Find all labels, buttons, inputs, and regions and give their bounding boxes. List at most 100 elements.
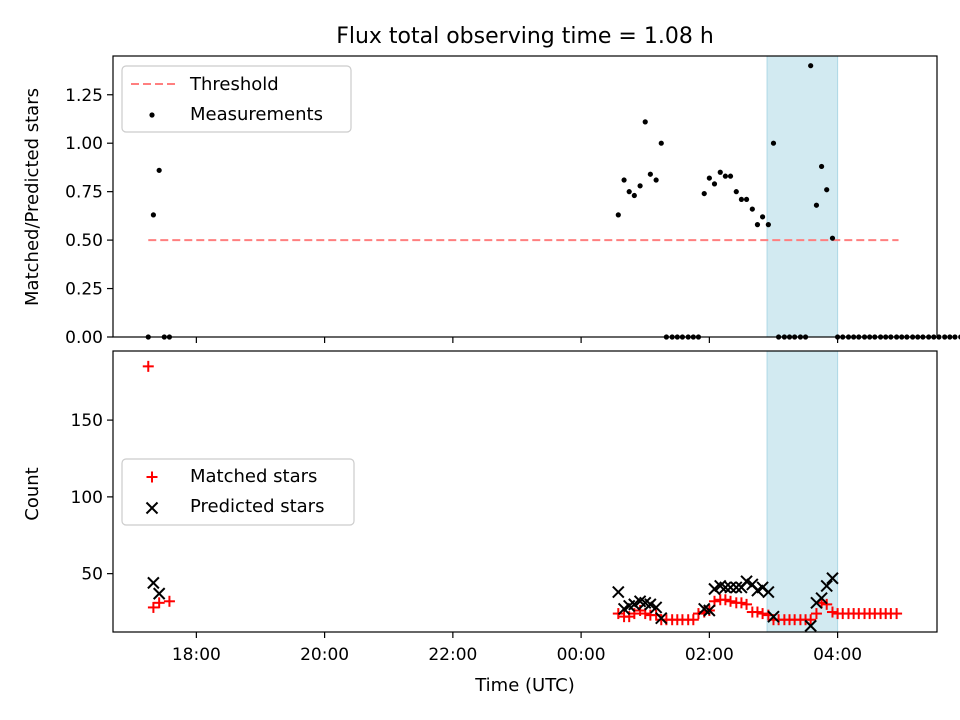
- predicted-point-b: [655, 611, 668, 625]
- measurement-point: [808, 63, 814, 69]
- predicted-point: [644, 598, 657, 611]
- measurement-point: [663, 334, 669, 340]
- predicted-point: [762, 585, 775, 599]
- bottom-legend: Matched stars Predicted stars: [121, 458, 355, 526]
- matched-point: [821, 598, 833, 610]
- measurement-point: [690, 334, 696, 340]
- measurement-point: [920, 334, 926, 340]
- measurement-point: [802, 334, 809, 340]
- measurement-point: [621, 177, 627, 183]
- predicted-point-b: [703, 604, 716, 617]
- predicted-point-b: [740, 575, 753, 588]
- top-legend: Threshold Measurements: [121, 65, 352, 133]
- predicted-point: [628, 598, 641, 611]
- measurement-point: [145, 334, 151, 340]
- measurement-point: [759, 214, 766, 220]
- measurement-point: [851, 334, 857, 340]
- measurement-point: [743, 196, 750, 203]
- axes-frame: [112, 350, 938, 633]
- measurement-point: [727, 173, 734, 179]
- x-axis-label: Time (UTC): [474, 675, 575, 696]
- measurement-point: [856, 334, 862, 340]
- matched-point: [687, 614, 699, 626]
- legend-threshold-label: Threshold: [189, 74, 279, 95]
- x-tick-label: 00:00: [557, 645, 606, 665]
- measurement-point: [658, 140, 664, 146]
- x-tick-label: 02:00: [685, 645, 734, 665]
- measurement-point: [637, 183, 643, 189]
- highlight-span: [766, 350, 839, 633]
- measurement-point: [695, 334, 702, 340]
- predicted-point-b: [649, 601, 663, 614]
- predicted-point: [815, 592, 828, 605]
- measurement-point: [894, 334, 900, 340]
- measurement-point: [754, 222, 761, 228]
- predicted-point: [655, 611, 668, 625]
- measurement-point: [899, 334, 905, 340]
- legend-predicted-label: Predicted stars: [190, 496, 324, 517]
- predicted-point-b: [633, 595, 647, 608]
- predicted-point: [804, 619, 817, 633]
- measurement-point: [781, 334, 787, 340]
- measurement-point: [845, 334, 852, 340]
- y-tick-label: 50: [81, 565, 103, 585]
- measurement-point: [701, 190, 707, 197]
- matched-point: [757, 608, 769, 620]
- measurement-point: [931, 334, 937, 340]
- measurement-point: [765, 222, 771, 228]
- y-tick-label: 0.50: [65, 231, 103, 251]
- predicted-point: [767, 610, 780, 623]
- measurement-point: [749, 206, 755, 212]
- predicted-point-b: [815, 592, 828, 605]
- matched-point: [751, 606, 763, 618]
- measurement-point: [626, 189, 632, 195]
- predicted-point-b: [612, 585, 625, 599]
- y-tick-label: 0.25: [65, 280, 103, 300]
- predicted-point-b: [746, 578, 759, 591]
- x-tick-label: 04:00: [813, 645, 862, 665]
- predicted-point: [820, 579, 833, 593]
- top-panel: 0.00 0.25 0.50 0.75 1.00 1.25: [65, 55, 960, 348]
- bottom-legend-box: [121, 458, 355, 526]
- measurement-point: [936, 334, 942, 340]
- y-tick-label: 100: [71, 488, 103, 508]
- predicted-point: [719, 581, 732, 594]
- measurement-point: [685, 334, 691, 340]
- predicted-point-b: [639, 596, 652, 610]
- measurement-point: [813, 202, 820, 208]
- matched-point: [725, 595, 737, 607]
- predicted-point-b: [152, 587, 166, 600]
- measurement-point: [166, 334, 173, 340]
- measurement-point: [738, 196, 745, 203]
- top-y-axis-label: Matched/Predicted stars: [22, 88, 43, 306]
- measurement-point: [642, 119, 648, 125]
- measurement-point: [947, 334, 953, 340]
- predicted-point-b: [767, 610, 780, 623]
- x-tick-label: 20:00: [300, 645, 349, 665]
- measurement-point: [840, 334, 846, 340]
- y-tick-label: 1.25: [65, 86, 103, 106]
- measurement-point: [872, 334, 878, 340]
- predicted-point-b: [644, 598, 657, 611]
- y-tick-label: 1.00: [65, 134, 103, 154]
- legend-predicted-marker-b: [145, 501, 159, 515]
- x-tick-label: 18:00: [172, 645, 221, 665]
- predicted-point: [152, 587, 166, 600]
- predicted-point-b: [724, 581, 737, 594]
- predicted-point: [724, 581, 737, 594]
- predicted-point-b: [628, 598, 641, 611]
- matched-point: [891, 608, 903, 620]
- y-tick-label: 0.75: [65, 183, 103, 203]
- matched-point: [735, 597, 747, 609]
- predicted-point-b: [730, 581, 743, 594]
- legend-matched-label: Matched stars: [190, 466, 317, 487]
- predicted-point: [740, 575, 753, 588]
- x-tick-label: 22:00: [428, 645, 477, 665]
- predicted-point: [649, 601, 663, 614]
- matched-point: [153, 597, 165, 609]
- measurement-point: [910, 334, 916, 340]
- measurement-point: [674, 334, 680, 340]
- legend-measurements-swatch: [149, 112, 155, 118]
- axes-frame: [112, 55, 938, 338]
